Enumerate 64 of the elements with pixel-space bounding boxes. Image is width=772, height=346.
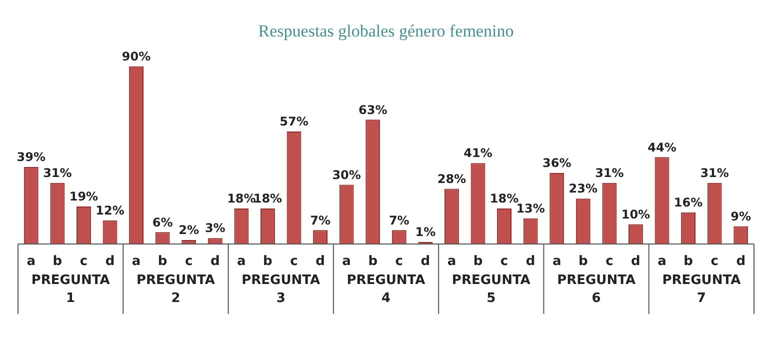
x-tick-label: c bbox=[80, 254, 88, 270]
x-tick-label: c bbox=[500, 254, 508, 270]
x-tick-label: d bbox=[526, 254, 536, 270]
text: PREGUNTA 4 bbox=[346, 272, 426, 306]
x-tick-label: d bbox=[736, 254, 746, 270]
x-tick-label: c bbox=[185, 254, 193, 270]
data-label: 18% bbox=[227, 192, 256, 206]
data-label: 36% bbox=[542, 156, 572, 170]
x-tick-label: b bbox=[263, 254, 272, 270]
x-tick-label: c bbox=[290, 254, 298, 270]
text: PREGUNTA 1 bbox=[31, 272, 110, 306]
x-tick-label: d bbox=[210, 254, 220, 270]
x-tick-label: b bbox=[684, 254, 693, 270]
data-label: 9% bbox=[730, 209, 752, 224]
data-label: 18% bbox=[490, 192, 519, 206]
data-label: 30% bbox=[332, 168, 361, 182]
data-label: 1% bbox=[415, 225, 436, 240]
data-label: 13% bbox=[516, 201, 545, 216]
x-tick-label: c bbox=[710, 254, 718, 270]
x-tick-label: d bbox=[316, 254, 325, 270]
x-tick-label: d bbox=[420, 254, 430, 270]
data-label: 31% bbox=[700, 166, 729, 180]
text: PREGUNTA 7 bbox=[662, 272, 741, 306]
data-label: 3% bbox=[204, 221, 226, 236]
x-tick-label: b bbox=[473, 254, 483, 270]
x-tick-label: b bbox=[368, 254, 378, 270]
x-tick-label: a bbox=[132, 254, 141, 270]
x-tick-label: d bbox=[105, 254, 115, 270]
x-tick-label: d bbox=[631, 254, 640, 270]
x-tick-label: a bbox=[342, 254, 351, 270]
data-label: 63% bbox=[358, 102, 388, 117]
x-tick-label: c bbox=[606, 254, 614, 270]
x-tick-label: b bbox=[158, 254, 168, 270]
data-label: 39% bbox=[16, 150, 46, 164]
data-label: 7% bbox=[388, 213, 410, 228]
x-tick-label: b bbox=[578, 254, 588, 270]
data-label: 57% bbox=[280, 114, 308, 129]
text: PREGUNTA 2 bbox=[136, 272, 215, 306]
text: PREGUNTA 3 bbox=[242, 272, 320, 306]
data-label: 44% bbox=[648, 140, 676, 154]
data-label: 19% bbox=[69, 190, 98, 204]
x-tick-label: a bbox=[658, 254, 666, 270]
text: PREGUNTA 5 bbox=[452, 272, 530, 306]
data-label: 31% bbox=[595, 166, 624, 180]
x-tick-label: b bbox=[52, 254, 62, 270]
data-label: 12% bbox=[96, 203, 124, 218]
text: PREGUNTA 6 bbox=[557, 272, 636, 306]
data-label: 31% bbox=[43, 166, 72, 180]
x-tick-label: a bbox=[552, 254, 562, 270]
x-tick-label: a bbox=[447, 254, 456, 270]
data-label: 41% bbox=[464, 146, 492, 160]
data-label: 6% bbox=[152, 215, 173, 230]
data-label: 90% bbox=[122, 50, 151, 64]
data-label: 16% bbox=[674, 196, 703, 210]
x-tick-label: c bbox=[395, 254, 403, 270]
x-tick-label: a bbox=[237, 254, 246, 270]
data-label: 2% bbox=[178, 223, 200, 238]
chart-title: Respuestas globales género femenino bbox=[258, 22, 514, 41]
data-label: 28% bbox=[437, 172, 466, 186]
data-label: 23% bbox=[568, 182, 598, 196]
x-tick-label: a bbox=[26, 254, 36, 270]
data-label: 10% bbox=[621, 207, 650, 222]
data-label: 7% bbox=[310, 213, 330, 228]
data-label: 18% bbox=[253, 192, 282, 206]
